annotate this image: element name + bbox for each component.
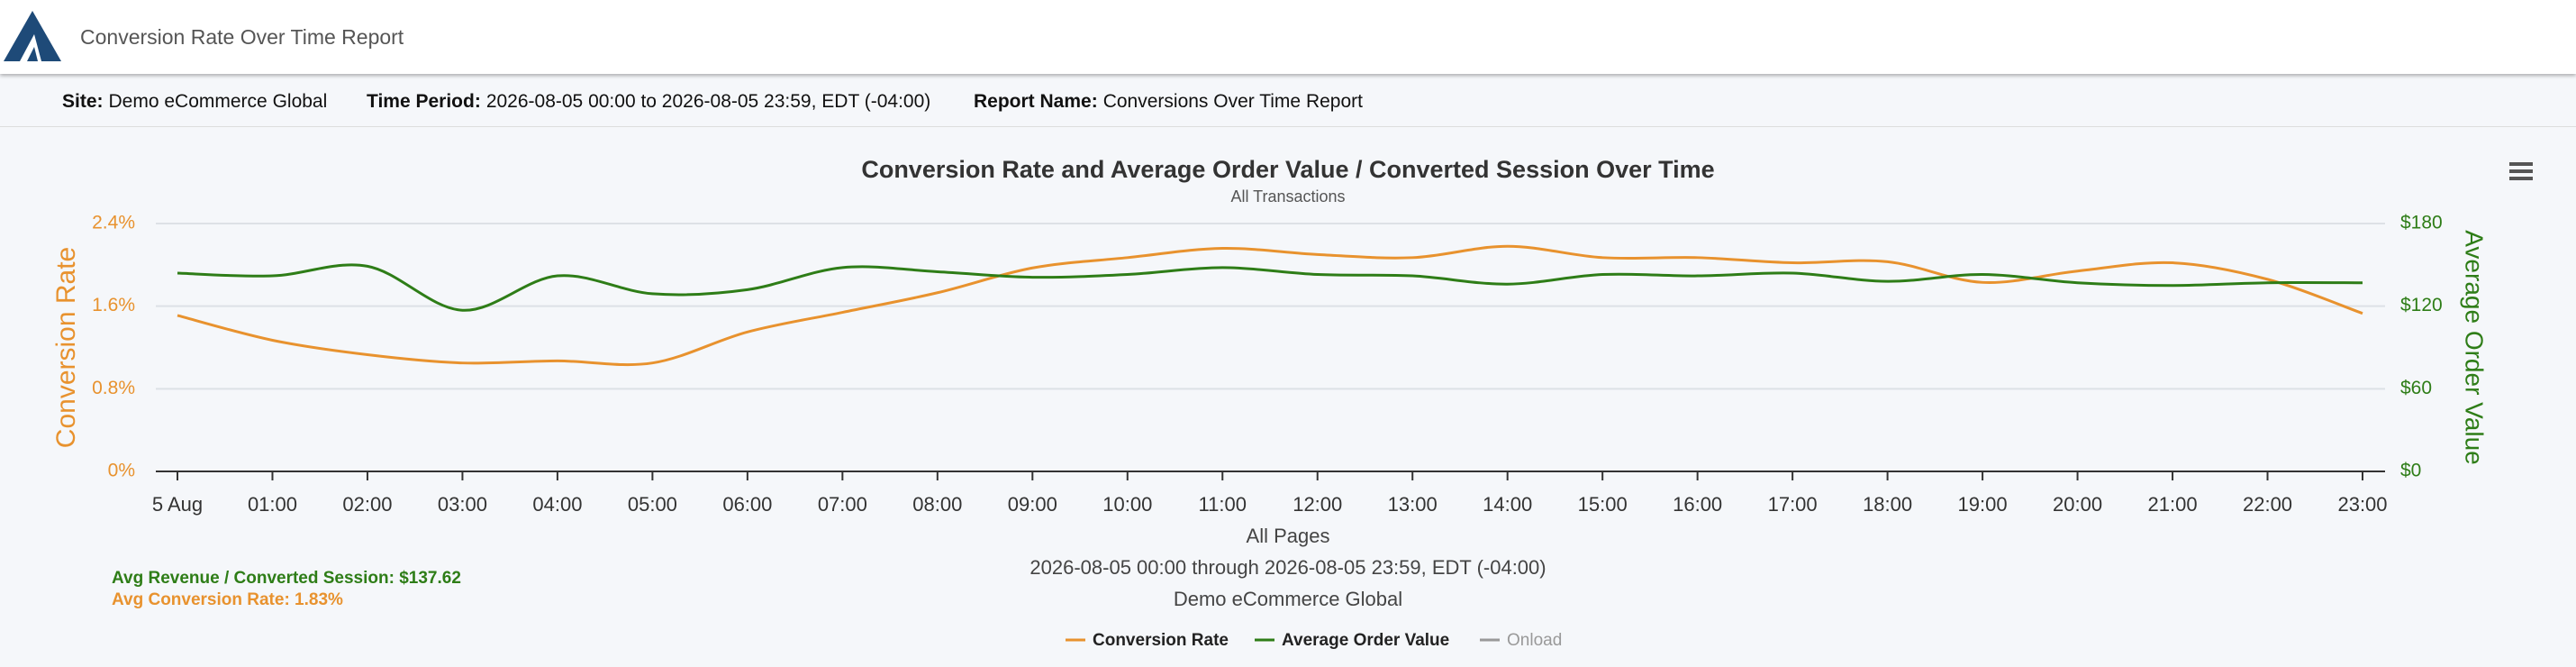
x-tick-label: 16:00	[1673, 493, 1722, 516]
x-tick-label: 07:00	[818, 493, 867, 516]
info-value: 2026-08-05 00:00 to 2026-08-05 23:59, ED…	[485, 91, 931, 112]
x-tick-label: 14:00	[1483, 493, 1532, 516]
series-line	[177, 263, 2363, 312]
info-value: Conversions Over Time Report	[1102, 91, 1363, 112]
x-tick-label: 06:00	[722, 493, 772, 516]
y-tick-label: 0.8%	[92, 378, 135, 398]
y-tick-label: 1.6%	[92, 295, 135, 315]
info-item: Report Name: Conversions Over Time Report	[974, 91, 1363, 113]
x-tick-label: 13:00	[1388, 493, 1438, 516]
x-tick-label: 15:00	[1578, 493, 1628, 516]
x-tick-label: 04:00	[532, 493, 582, 516]
caption: Demo eCommerce Global	[1174, 588, 1402, 610]
legend-item[interactable]: Conversion Rate	[1066, 631, 1229, 650]
chart: Conversion Rate and Average Order Value …	[51, 156, 2533, 650]
legend-label: Average Order Value	[1282, 631, 1449, 650]
x-tick-label: 08:00	[912, 493, 962, 516]
x-tick-label: 17:00	[1768, 493, 1818, 516]
y2-axis-title: Average Order Value	[2461, 230, 2489, 464]
menu-button[interactable]	[2509, 162, 2533, 180]
info-bar: Site: Demo eCommerce Global Time Period: 2…	[0, 76, 2576, 127]
logo	[4, 11, 61, 61]
x-tick-label: 05:00	[628, 493, 677, 516]
x-tick-label: 22:00	[2243, 493, 2292, 516]
chart-subtitle: All Transactions	[1230, 187, 1345, 206]
x-tick-label: 01:00	[248, 493, 297, 516]
y2-tick-label: $180	[2400, 213, 2443, 233]
summary-text: Avg Revenue / Converted Session: $137.62	[112, 569, 461, 588]
x-tick-label: 03:00	[438, 493, 487, 516]
info-label: Site:	[62, 91, 104, 112]
x-tick-label: 10:00	[1102, 493, 1152, 516]
series-line	[177, 244, 2363, 367]
x-tick-label: 02:00	[342, 493, 392, 516]
x-tick-label: 5 Aug	[152, 493, 203, 516]
legend-label: Conversion Rate	[1093, 631, 1229, 650]
info-item: Site: Demo eCommerce Global	[62, 91, 327, 113]
summary-text: Avg Conversion Rate: 1.83%	[112, 590, 343, 609]
x-tick-label: 09:00	[1008, 493, 1057, 516]
y2-tick-label: $0	[2400, 461, 2421, 481]
chart-title: Conversion Rate and Average Order Value …	[861, 156, 1714, 183]
y2-tick-label: $60	[2400, 378, 2432, 398]
legend-item[interactable]: Average Order Value	[1255, 631, 1449, 650]
info-item: Time Period: 2026-08-05 00:00 to 2026-08-…	[367, 91, 930, 113]
caption: 2026-08-05 00:00 through 2026-08-05 23:5…	[1029, 556, 1546, 579]
x-tick-label: 19:00	[1958, 493, 2008, 516]
legend-item[interactable]: Onload	[1480, 631, 1562, 650]
report-title: Conversion Rate Over Time Report	[80, 25, 404, 49]
x-axis-title: All Pages	[1247, 525, 1330, 547]
legend-label: Onload	[1507, 631, 1562, 650]
x-tick-label: 20:00	[2053, 493, 2102, 516]
header: Conversion Rate Over Time Report	[0, 0, 2576, 74]
x-tick-label: 12:00	[1293, 493, 1342, 516]
y2-tick-label: $120	[2400, 295, 2443, 315]
y-tick-label: 0%	[108, 461, 135, 481]
x-tick-label: 21:00	[2148, 493, 2198, 516]
y-tick-label: 2.4%	[92, 213, 135, 233]
x-tick-label: 18:00	[1863, 493, 1912, 516]
info-label: Time Period:	[367, 91, 481, 112]
x-tick-label: 11:00	[1199, 493, 1247, 516]
info-label: Report Name:	[974, 91, 1098, 112]
y-axis-title: Conversion Rate	[51, 247, 81, 448]
info-value: Demo eCommerce Global	[108, 91, 328, 112]
x-tick-label: 23:00	[2337, 493, 2387, 516]
